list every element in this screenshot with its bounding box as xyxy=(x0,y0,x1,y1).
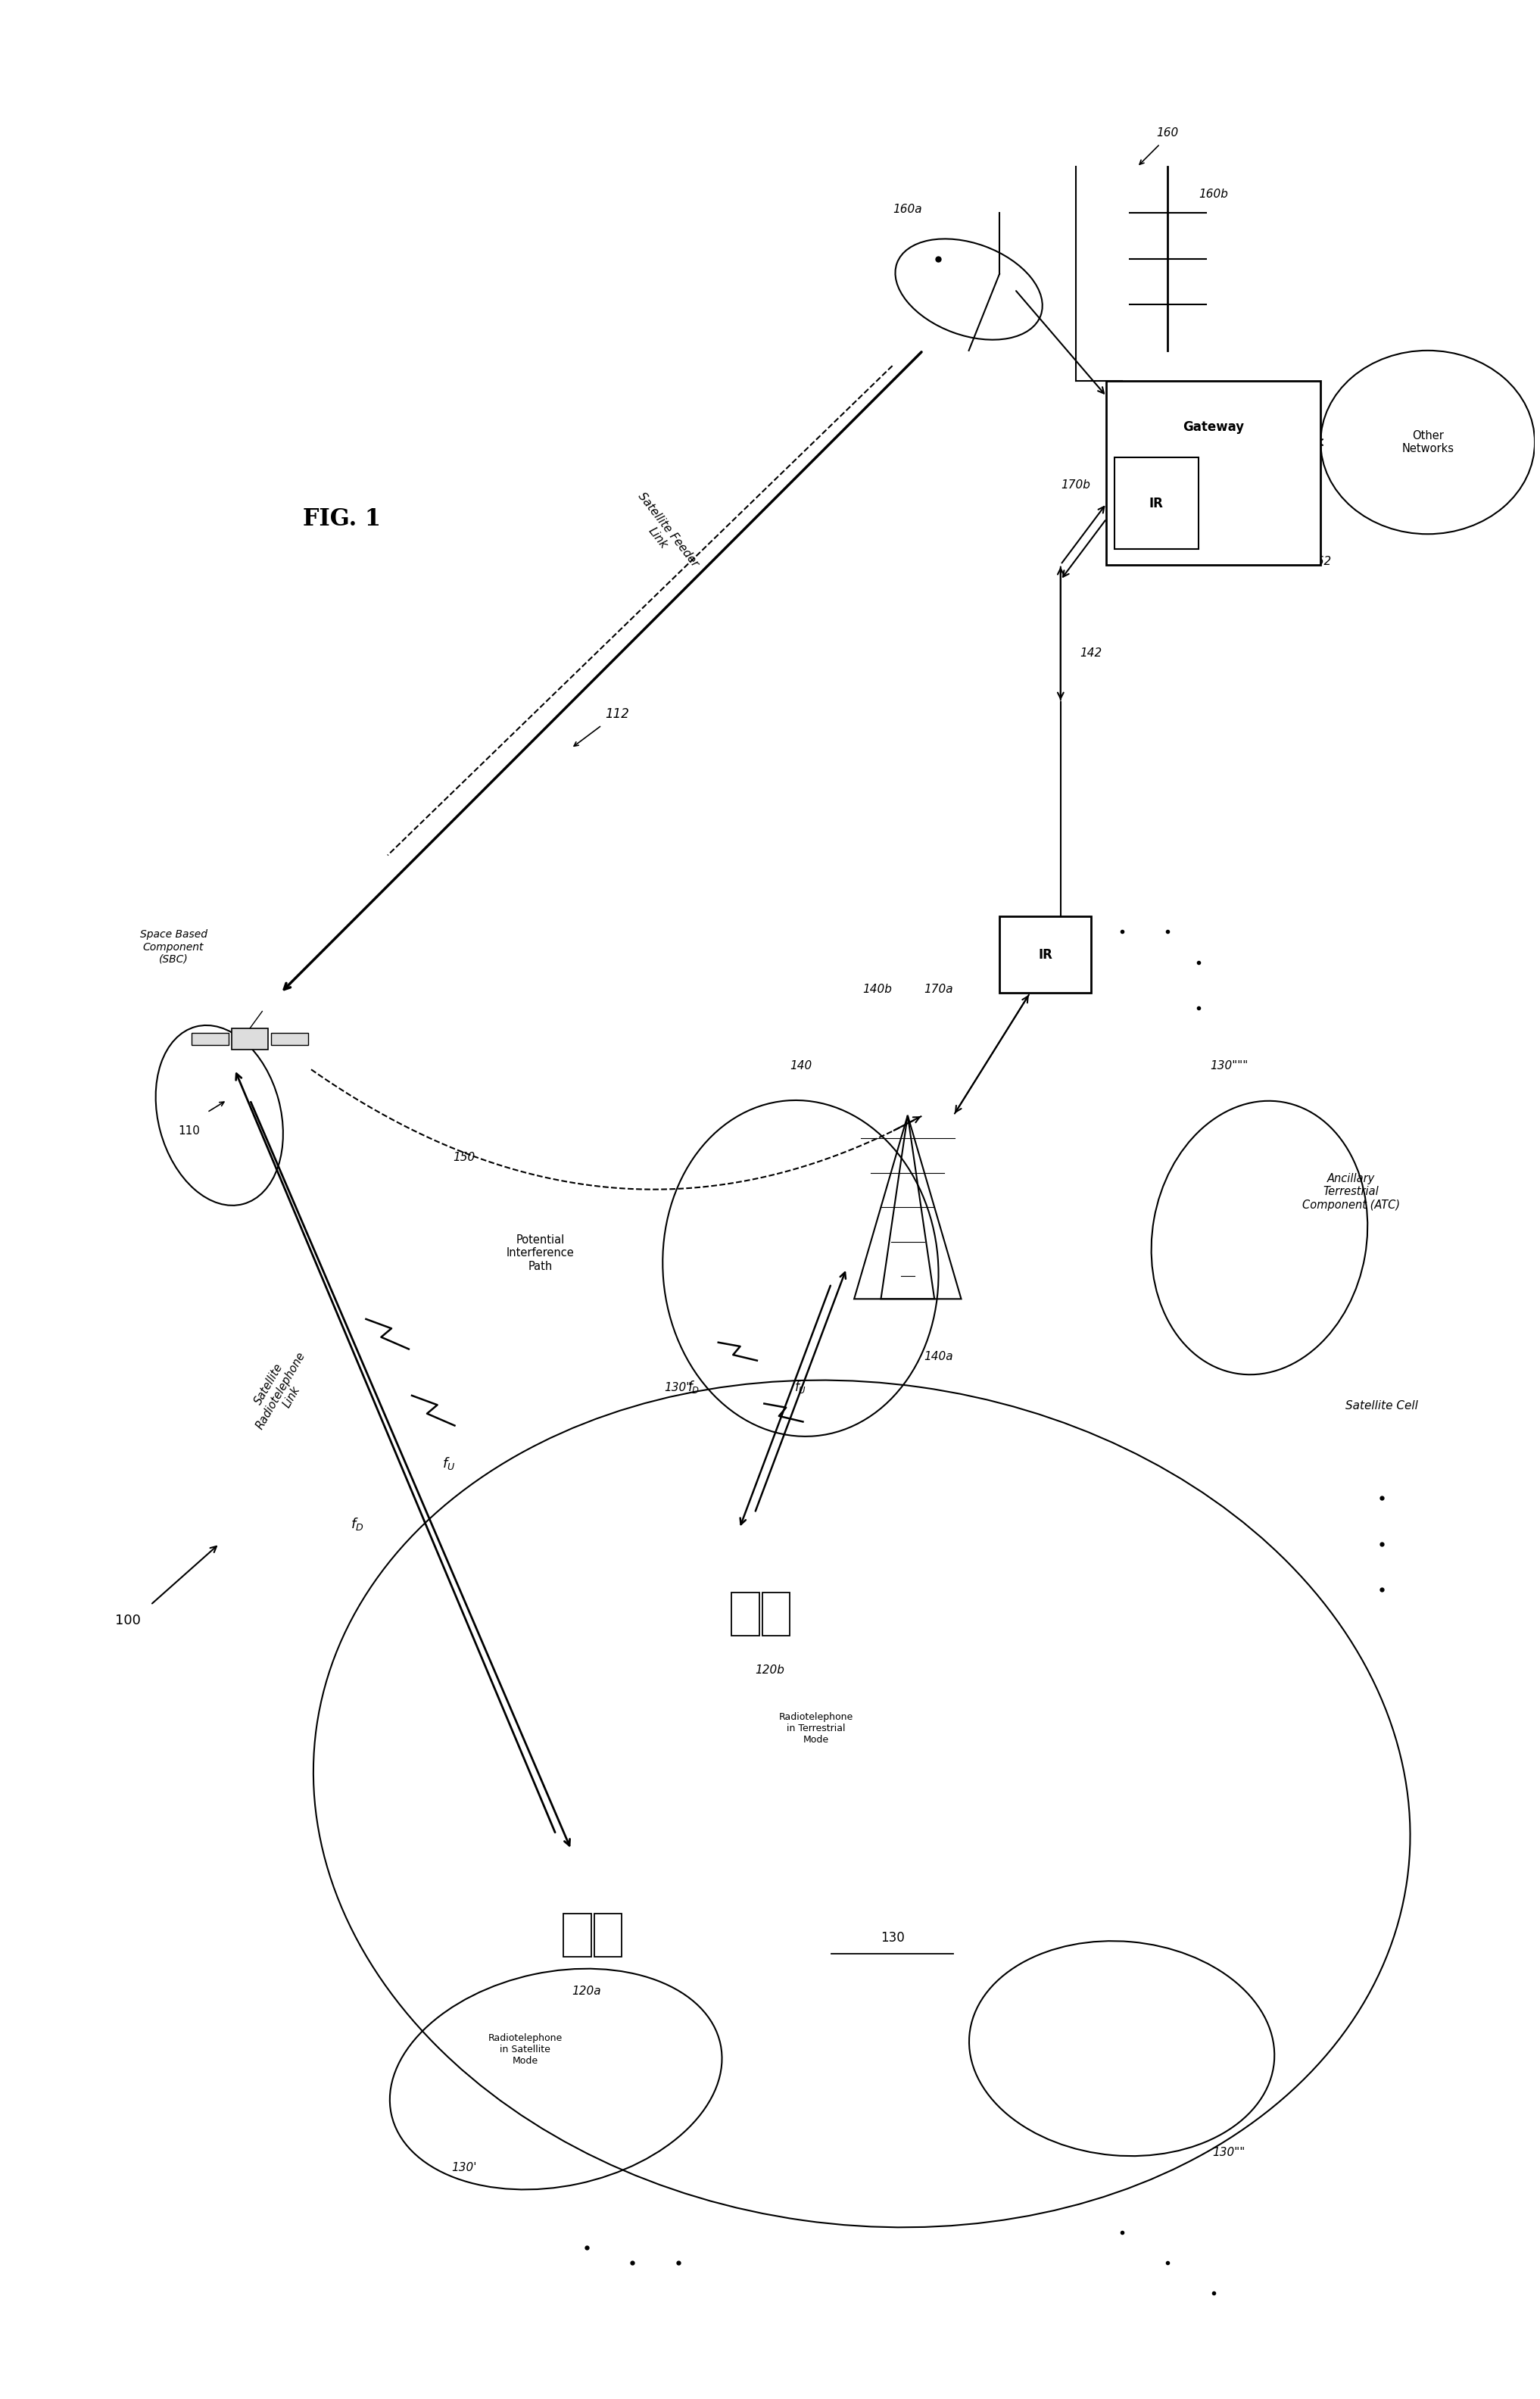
Bar xyxy=(231,1029,268,1051)
Text: 120a: 120a xyxy=(571,1986,601,1998)
Text: Radiotelephone
in Terrestrial
Mode: Radiotelephone in Terrestrial Mode xyxy=(779,1713,853,1744)
Text: IR: IR xyxy=(1149,497,1163,511)
Text: Radiotelephone
in Satellite
Mode: Radiotelephone in Satellite Mode xyxy=(488,2034,562,2066)
Text: 170a: 170a xyxy=(924,984,953,996)
Text: IR: IR xyxy=(1038,948,1052,962)
Text: 142: 142 xyxy=(1080,648,1103,660)
Bar xyxy=(762,1593,790,1636)
Bar xyxy=(594,1914,622,1958)
Bar xyxy=(1106,381,1321,564)
Text: Satellite
Radiotelephone
Link: Satellite Radiotelephone Link xyxy=(242,1343,319,1437)
Bar xyxy=(564,1914,591,1958)
Text: 112: 112 xyxy=(605,708,630,720)
Bar xyxy=(732,1593,759,1636)
Text: 130: 130 xyxy=(881,1931,904,1946)
Text: 140b: 140b xyxy=(862,984,892,996)
Text: Ancillary
Terrestrial
Component (ATC): Ancillary Terrestrial Component (ATC) xyxy=(1303,1173,1400,1211)
Bar xyxy=(1113,458,1198,549)
Text: $f_U$: $f_U$ xyxy=(795,1379,807,1394)
Text: Gateway: Gateway xyxy=(1183,420,1244,434)
Text: $f_U$: $f_U$ xyxy=(442,1456,456,1471)
Bar xyxy=(192,1032,228,1046)
Text: 130""": 130""" xyxy=(1210,1060,1247,1072)
Text: Space Based
Component
(SBC): Space Based Component (SBC) xyxy=(140,928,208,964)
Text: 130": 130" xyxy=(664,1382,691,1394)
Text: Other
Networks: Other Networks xyxy=(1401,429,1454,453)
Bar xyxy=(999,916,1092,993)
Text: Potential
Interference
Path: Potential Interference Path xyxy=(507,1233,574,1271)
Text: $f_D$: $f_D$ xyxy=(687,1379,699,1394)
Text: 130': 130' xyxy=(451,2161,477,2173)
Text: $f_D$: $f_D$ xyxy=(351,1516,363,1533)
Text: 150: 150 xyxy=(453,1152,476,1164)
Text: 110: 110 xyxy=(177,1125,200,1137)
Text: 160a: 160a xyxy=(893,204,922,216)
Bar xyxy=(271,1032,308,1046)
Text: 140: 140 xyxy=(790,1060,812,1072)
Text: 160: 160 xyxy=(1157,127,1178,139)
Text: 140a: 140a xyxy=(924,1351,953,1363)
Text: 170b: 170b xyxy=(1061,480,1090,489)
Text: 160b: 160b xyxy=(1198,190,1229,199)
Text: Satellite Feeder
Link: Satellite Feeder Link xyxy=(625,492,701,578)
Text: 130"": 130"" xyxy=(1212,2147,1246,2157)
Text: 100: 100 xyxy=(116,1615,140,1627)
Text: 120b: 120b xyxy=(755,1665,785,1677)
Text: FIG. 1: FIG. 1 xyxy=(303,506,380,530)
Text: Satellite Cell: Satellite Cell xyxy=(1346,1401,1418,1411)
Text: 162: 162 xyxy=(1309,557,1332,566)
